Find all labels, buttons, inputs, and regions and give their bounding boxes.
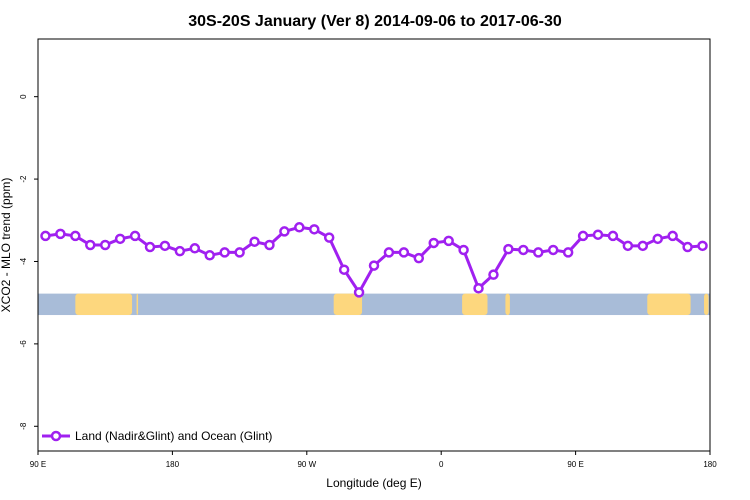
y-tick-label: -6 (19, 340, 28, 348)
data-point (70, 230, 81, 242)
data-point (697, 240, 708, 252)
data-point (189, 243, 201, 254)
data-point (174, 245, 186, 257)
data-point (144, 241, 156, 253)
y-tick-label: -2 (19, 175, 28, 183)
data-point (159, 240, 171, 252)
data-point (607, 230, 619, 242)
data-point (55, 228, 66, 240)
series-layer (40, 222, 708, 298)
ocean-band (38, 293, 710, 316)
land-segment (136, 293, 139, 316)
data-point (667, 230, 678, 242)
data-point (114, 233, 126, 245)
data-point (458, 244, 469, 256)
data-point (99, 239, 111, 251)
data-point (294, 222, 305, 233)
land-segment (75, 293, 133, 316)
land-segment (462, 293, 488, 316)
data-point (40, 230, 51, 242)
x-tick-label: 90 E (30, 460, 46, 469)
x-tick-label: 0 (439, 460, 444, 469)
y-tick-label: 0 (19, 94, 28, 99)
x-axis: 90 E 180 90 W 0 90 E 180 (30, 451, 717, 469)
data-point (85, 239, 96, 251)
data-point (488, 269, 499, 280)
data-point (234, 247, 245, 258)
data-point (562, 247, 574, 258)
legend-marker-swatch (50, 430, 62, 442)
x-axis-label: Longitude (deg E) (326, 476, 421, 490)
series-line (45, 225, 703, 294)
data-point (129, 230, 141, 242)
legend: Land (Nadir&Glint) and Ocean (Glint) (42, 429, 272, 443)
plot-frame (37, 38, 711, 452)
legend-entry-label: Land (Nadir&Glint) and Ocean (Glint) (75, 429, 272, 443)
data-point (398, 247, 410, 258)
y-axis-label: XCO2 - MLO trend (ppm) (0, 178, 13, 313)
data-point (637, 240, 649, 252)
y-tick-label: -8 (19, 422, 28, 430)
land-segment (333, 293, 363, 316)
land-segment (704, 293, 709, 316)
land-segment (505, 293, 510, 316)
data-point (577, 230, 589, 242)
data-point (518, 244, 529, 256)
data-point (622, 240, 634, 252)
data-point (383, 247, 395, 258)
data-point (323, 232, 335, 243)
x-tick-label: 90 E (567, 460, 583, 469)
data-point (264, 239, 275, 251)
chart-title: 30S-20S January (Ver 8) 2014-09-06 to 20… (188, 13, 562, 30)
y-tick-label: -4 (19, 257, 28, 265)
data-point (309, 224, 320, 235)
x-tick-label: 180 (703, 460, 717, 469)
data-point (592, 229, 604, 240)
data-point (249, 236, 260, 247)
land-ocean-band (38, 293, 710, 316)
data-point (219, 247, 230, 258)
data-point (533, 247, 544, 258)
data-point (204, 250, 215, 261)
data-point (652, 233, 663, 245)
data-point (279, 226, 290, 237)
data-point (353, 287, 365, 298)
data-point (428, 237, 439, 249)
data-point (682, 241, 693, 253)
x-tick-label: 180 (166, 460, 180, 469)
data-point (443, 235, 454, 247)
data-point (368, 260, 380, 271)
x-tick-label: 90 W (297, 460, 316, 469)
data-point (547, 244, 559, 256)
y-axis: 0 -2 -4 -6 -8 (19, 94, 38, 430)
data-point (473, 283, 484, 294)
data-point (503, 243, 514, 255)
data-point (413, 252, 425, 264)
data-point (338, 264, 350, 275)
land-segment (647, 293, 691, 316)
